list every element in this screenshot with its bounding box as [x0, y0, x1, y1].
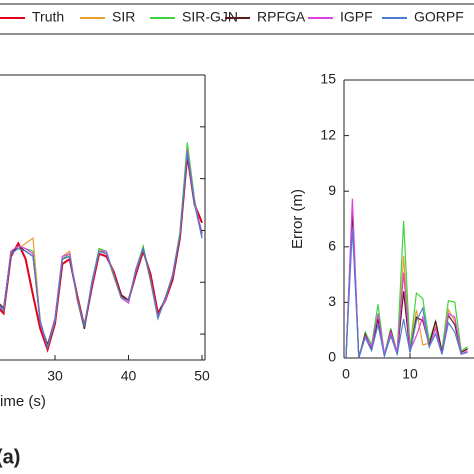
- legend-label: SIR: [112, 9, 135, 25]
- x-tick-label: 0: [342, 366, 350, 382]
- x-tick-label: 50: [194, 368, 210, 384]
- panel-label: (a): [0, 446, 20, 468]
- legend-label: IGPF: [340, 9, 373, 25]
- x-tick-label: 30: [47, 368, 63, 384]
- legend-label: GORPF: [414, 9, 464, 25]
- x-axis-label: ime (s): [0, 393, 46, 410]
- series-line: [0, 150, 203, 350]
- series-line: [345, 205, 468, 359]
- x-tick-label: 40: [121, 368, 137, 384]
- legend-label: Truth: [32, 9, 64, 25]
- y-axis-label: Error (m): [289, 189, 306, 249]
- y-tick-label: 12: [320, 126, 336, 142]
- y-tick-label: 9: [328, 182, 336, 198]
- series-line: [345, 198, 468, 359]
- series-line: [0, 142, 203, 350]
- x-tick-label: 10: [402, 366, 418, 382]
- y-tick-label: 3: [328, 293, 336, 309]
- series-line: [0, 152, 203, 347]
- series-line: [0, 147, 203, 350]
- y-tick-label: 15: [320, 71, 336, 87]
- series-line: [345, 228, 468, 359]
- legend-label: RPFGA: [257, 9, 306, 25]
- y-tick-label: 0: [328, 349, 336, 365]
- y-tick-label: 6: [328, 238, 336, 254]
- legend-label: SIR-GJN: [182, 9, 238, 25]
- series-line: [0, 152, 203, 350]
